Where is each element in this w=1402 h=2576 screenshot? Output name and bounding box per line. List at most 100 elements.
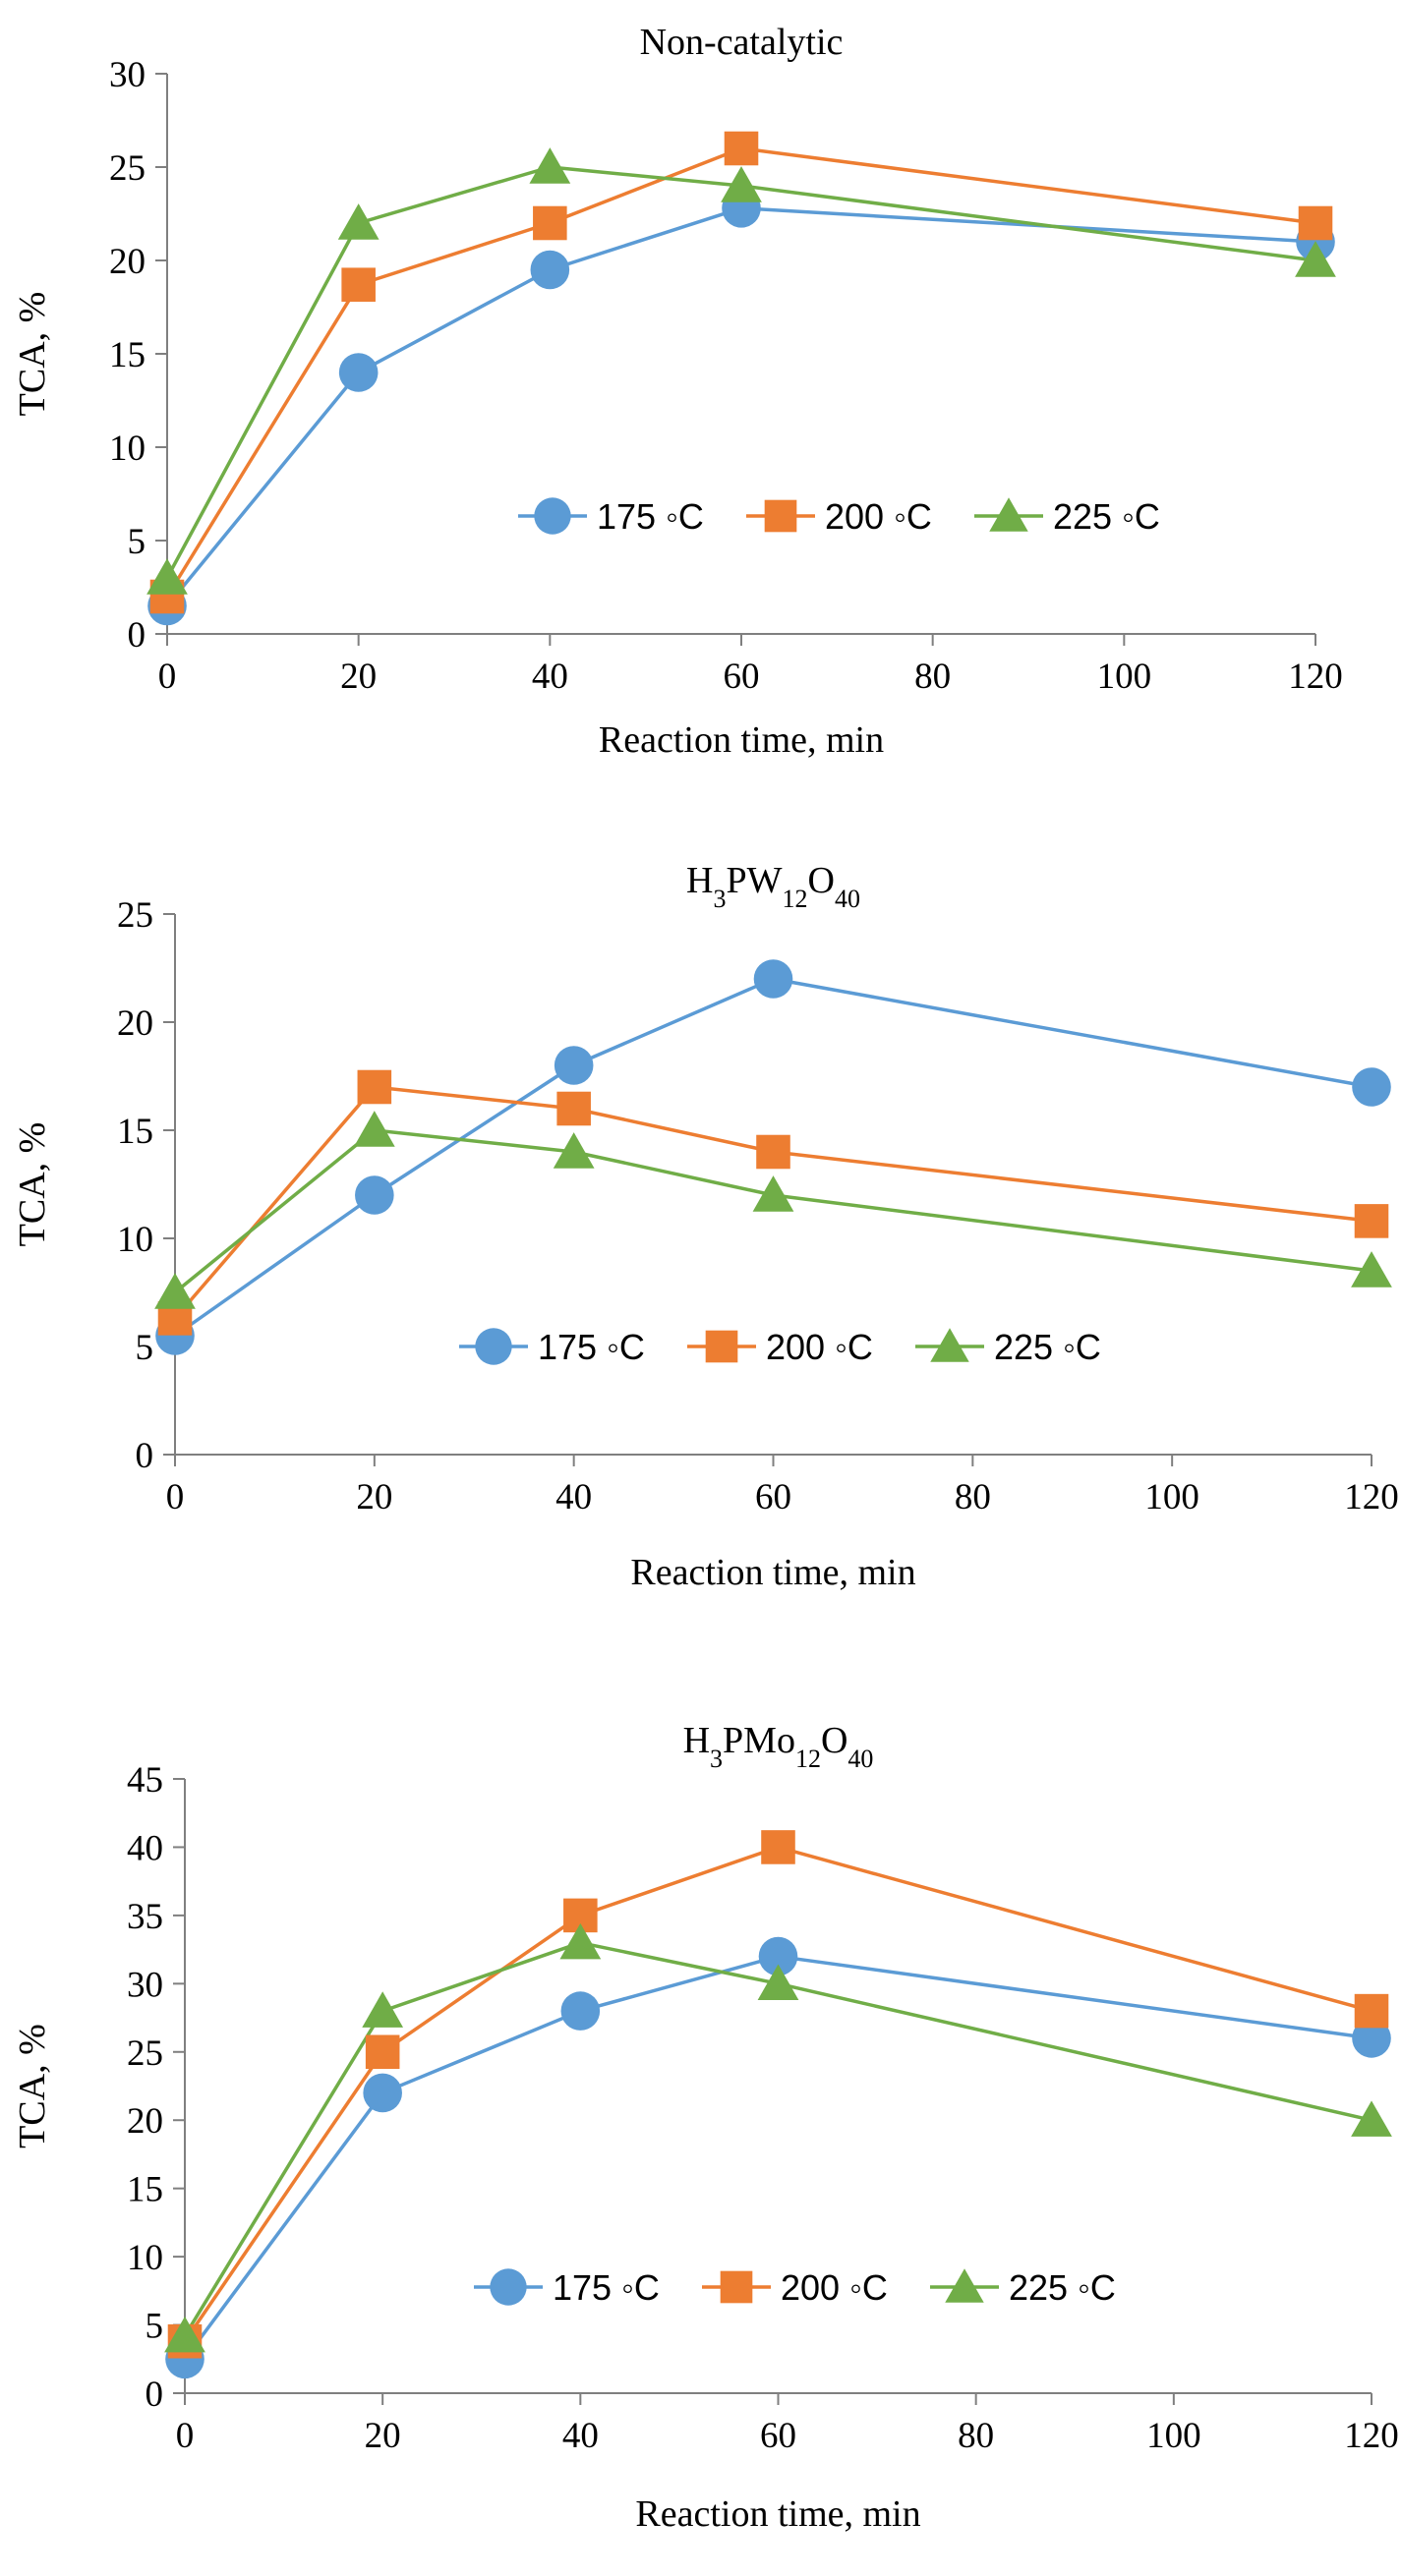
- x-tick-label: 80: [955, 1477, 991, 1517]
- y-tick-label: 20: [117, 1003, 153, 1044]
- data-point: [533, 205, 567, 241]
- legend-swatch-marker: [490, 2268, 527, 2306]
- data-point: [146, 558, 188, 595]
- x-tick-label: 60: [755, 1477, 791, 1517]
- legend-swatch-marker: [720, 2270, 753, 2304]
- data-point: [355, 1175, 394, 1215]
- x-tick-label: 100: [1097, 657, 1152, 697]
- x-axis-title: Reaction time, min: [630, 1552, 915, 1593]
- data-point: [1354, 1993, 1389, 2029]
- data-point: [753, 959, 793, 999]
- data-point: [357, 1069, 392, 1105]
- data-point: [363, 2073, 402, 2113]
- data-point: [529, 147, 571, 184]
- data-point: [1352, 1067, 1391, 1107]
- data-point: [756, 1134, 790, 1170]
- legend: 175 ◦C 200 ◦C 225 ◦C: [518, 496, 1160, 537]
- y-tick-label: 10: [117, 1220, 153, 1260]
- y-tick-label: 25: [127, 2033, 163, 2074]
- chart-title: H3PMo12O40: [683, 1720, 874, 1773]
- data-point: [721, 166, 762, 202]
- series-markers-3: [154, 1111, 1392, 1309]
- series-line-1: [165, 206, 1316, 607]
- y-tick-label: 5: [128, 522, 146, 562]
- x-tick-label: 120: [1344, 1477, 1399, 1517]
- y-tick-label: 5: [146, 2307, 164, 2347]
- series-line-1: [183, 1954, 1373, 2361]
- y-tick-label: 10: [109, 429, 146, 469]
- y-tick-label: 25: [117, 895, 153, 936]
- data-point: [559, 1922, 602, 1960]
- x-tick-label: 60: [760, 2416, 796, 2456]
- y-tick-label: 30: [109, 55, 146, 95]
- data-point: [337, 203, 380, 240]
- data-point: [724, 131, 759, 166]
- data-point: [365, 2034, 400, 2070]
- series-markers-1: [165, 1936, 1391, 2379]
- y-tick-label: 0: [136, 1436, 154, 1476]
- chart-panel-non-catalytic: 0 5 10 15 20 25 30 0 20 40 60 80 100 120 Non-catalytic…: [12, 22, 1343, 761]
- legend: 175 ◦C 200 ◦C 225 ◦C: [459, 1327, 1101, 1367]
- data-point: [757, 1964, 799, 2001]
- chart-panel-h3pmo12o40: 0 5 10 15 20 25 30 35 40 45 0 20 40 60 80 100 120 H3PMo12…: [12, 1720, 1399, 2535]
- data-point: [556, 1091, 591, 1126]
- legend-label: 175 ◦C: [597, 496, 704, 537]
- data-point: [338, 353, 379, 392]
- x-tick-label: 40: [532, 657, 568, 697]
- legend-label: 225 ◦C: [1009, 2267, 1116, 2308]
- y-tick-label: 0: [128, 615, 146, 656]
- data-point: [553, 1132, 595, 1169]
- legend-swatch-marker: [930, 1328, 969, 1362]
- x-tick-label: 40: [562, 2416, 599, 2456]
- legend-swatch-marker: [764, 499, 797, 533]
- data-point: [560, 1991, 601, 2031]
- x-tick-label: 60: [724, 657, 760, 697]
- y-tick-label: 45: [127, 1760, 163, 1801]
- legend-swatch-marker: [705, 1330, 738, 1363]
- series-markers-3: [164, 1922, 1392, 2353]
- data-point: [1354, 1204, 1389, 1238]
- y-tick-label: 15: [109, 335, 146, 375]
- y-tick-label: 40: [127, 1828, 163, 1868]
- x-tick-label: 120: [1344, 2416, 1399, 2456]
- y-tick-label: 10: [127, 2238, 163, 2278]
- legend-label: 225 ◦C: [994, 1327, 1101, 1367]
- y-axis-title: TCA, %: [12, 1122, 53, 1247]
- x-tick-label: 20: [365, 2416, 401, 2456]
- legend-swatch-marker: [475, 1328, 512, 1365]
- data-point: [752, 1175, 794, 1212]
- y-tick-label: 15: [117, 1112, 153, 1152]
- x-axis-title: Reaction time, min: [599, 719, 884, 761]
- legend-label: 200 ◦C: [825, 496, 932, 537]
- series-markers-3: [146, 147, 1336, 595]
- x-tick-label: 80: [914, 657, 951, 697]
- chart-panel-h3pw12o40: 0 5 10 15 20 25 0 20 40 60 80 100 120 H3PW12O40 Reacti…: [12, 860, 1399, 1593]
- series-markers-1: [147, 189, 1335, 626]
- x-tick-label: 20: [340, 657, 377, 697]
- y-axis-title: TCA, %: [12, 2024, 53, 2148]
- data-point: [1351, 2100, 1392, 2137]
- y-tick-label: 20: [109, 242, 146, 282]
- chart-title: Non-catalytic: [640, 22, 844, 63]
- y-axis-title: TCA, %: [12, 292, 53, 417]
- x-tick-label: 100: [1144, 1477, 1199, 1517]
- data-point: [353, 1111, 395, 1147]
- x-tick-label: 0: [166, 1477, 185, 1517]
- data-point: [761, 1830, 795, 1864]
- x-tick-label: 100: [1146, 2416, 1201, 2456]
- legend: 175 ◦C 200 ◦C 225 ◦C: [474, 2267, 1116, 2308]
- data-point: [341, 267, 376, 302]
- data-point: [530, 250, 570, 290]
- legend-swatch-marker: [945, 2268, 984, 2303]
- series-line-2: [183, 1845, 1373, 2343]
- legend-label: 175 ◦C: [538, 1327, 645, 1367]
- x-tick-label: 40: [555, 1477, 592, 1517]
- y-tick-label: 5: [136, 1328, 154, 1368]
- chart-title: H3PW12O40: [686, 860, 860, 913]
- data-point: [1352, 2019, 1391, 2058]
- legend-label: 175 ◦C: [553, 2267, 660, 2308]
- x-tick-label: 0: [158, 657, 177, 697]
- data-point: [362, 1991, 404, 2028]
- x-tick-label: 0: [176, 2416, 195, 2456]
- y-tick-label: 20: [127, 2101, 163, 2142]
